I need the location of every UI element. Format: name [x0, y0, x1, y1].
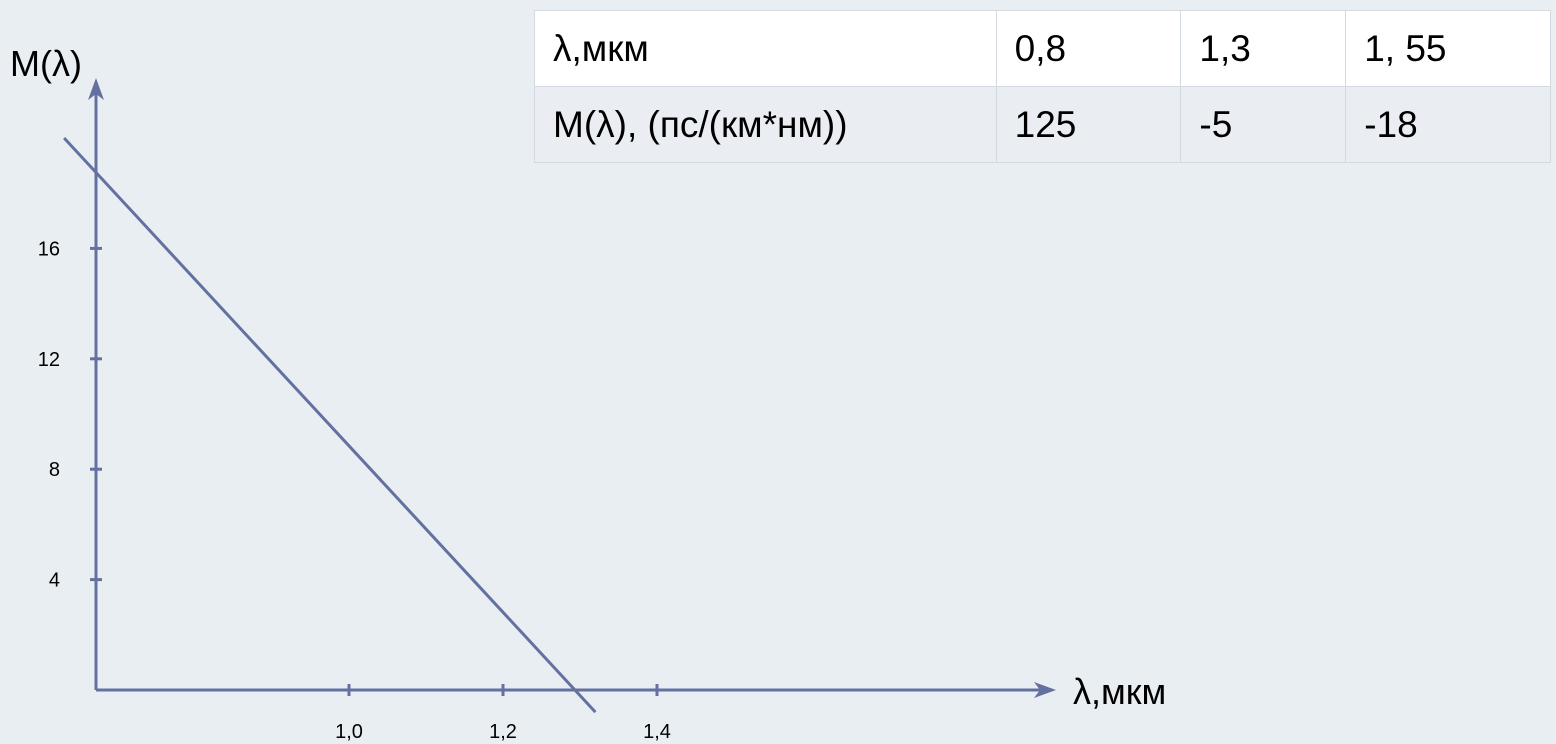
- dispersion-line: [62, 136, 597, 714]
- table-cell: 0,8: [995, 10, 1182, 87]
- table-row-wavelength: λ,мкм 0,8 1,3 1, 55: [534, 10, 1551, 87]
- table-row-header: M(λ), (пс/(км*нм)): [534, 86, 997, 163]
- chart-ticks: 1,0 1,2 1,4 4 8 12 16: [38, 238, 671, 743]
- x-axis-label: λ,мкм: [1073, 671, 1166, 712]
- table-cell: 1,3: [1180, 10, 1347, 87]
- y-tick-label: 16: [38, 238, 60, 260]
- x-tick-label: 1,4: [643, 721, 671, 743]
- y-tick-label: 8: [49, 459, 60, 481]
- x-axis-arrow: [1034, 682, 1056, 698]
- x-tick-label: 1,0: [335, 721, 363, 743]
- table-row-dispersion: M(λ), (пс/(км*нм)) 125 -5 -18: [534, 86, 1551, 163]
- y-tick-label: 4: [49, 570, 60, 592]
- table-cell: -18: [1345, 86, 1551, 163]
- dispersion-data-table: λ,мкм 0,8 1,3 1, 55 M(λ), (пс/(км*нм)) 1…: [534, 10, 1551, 163]
- table-cell: -5: [1180, 86, 1347, 163]
- table-row-header: λ,мкм: [534, 10, 997, 87]
- table-cell: 1, 55: [1345, 10, 1551, 87]
- y-tick-label: 12: [38, 349, 60, 371]
- x-tick-label: 1,2: [489, 721, 517, 743]
- chart-axes: [88, 78, 1056, 698]
- table-cell: 125: [995, 86, 1182, 163]
- chart-series: [62, 136, 597, 714]
- y-axis-label: M(λ): [10, 43, 82, 84]
- y-axis-arrow: [88, 78, 104, 100]
